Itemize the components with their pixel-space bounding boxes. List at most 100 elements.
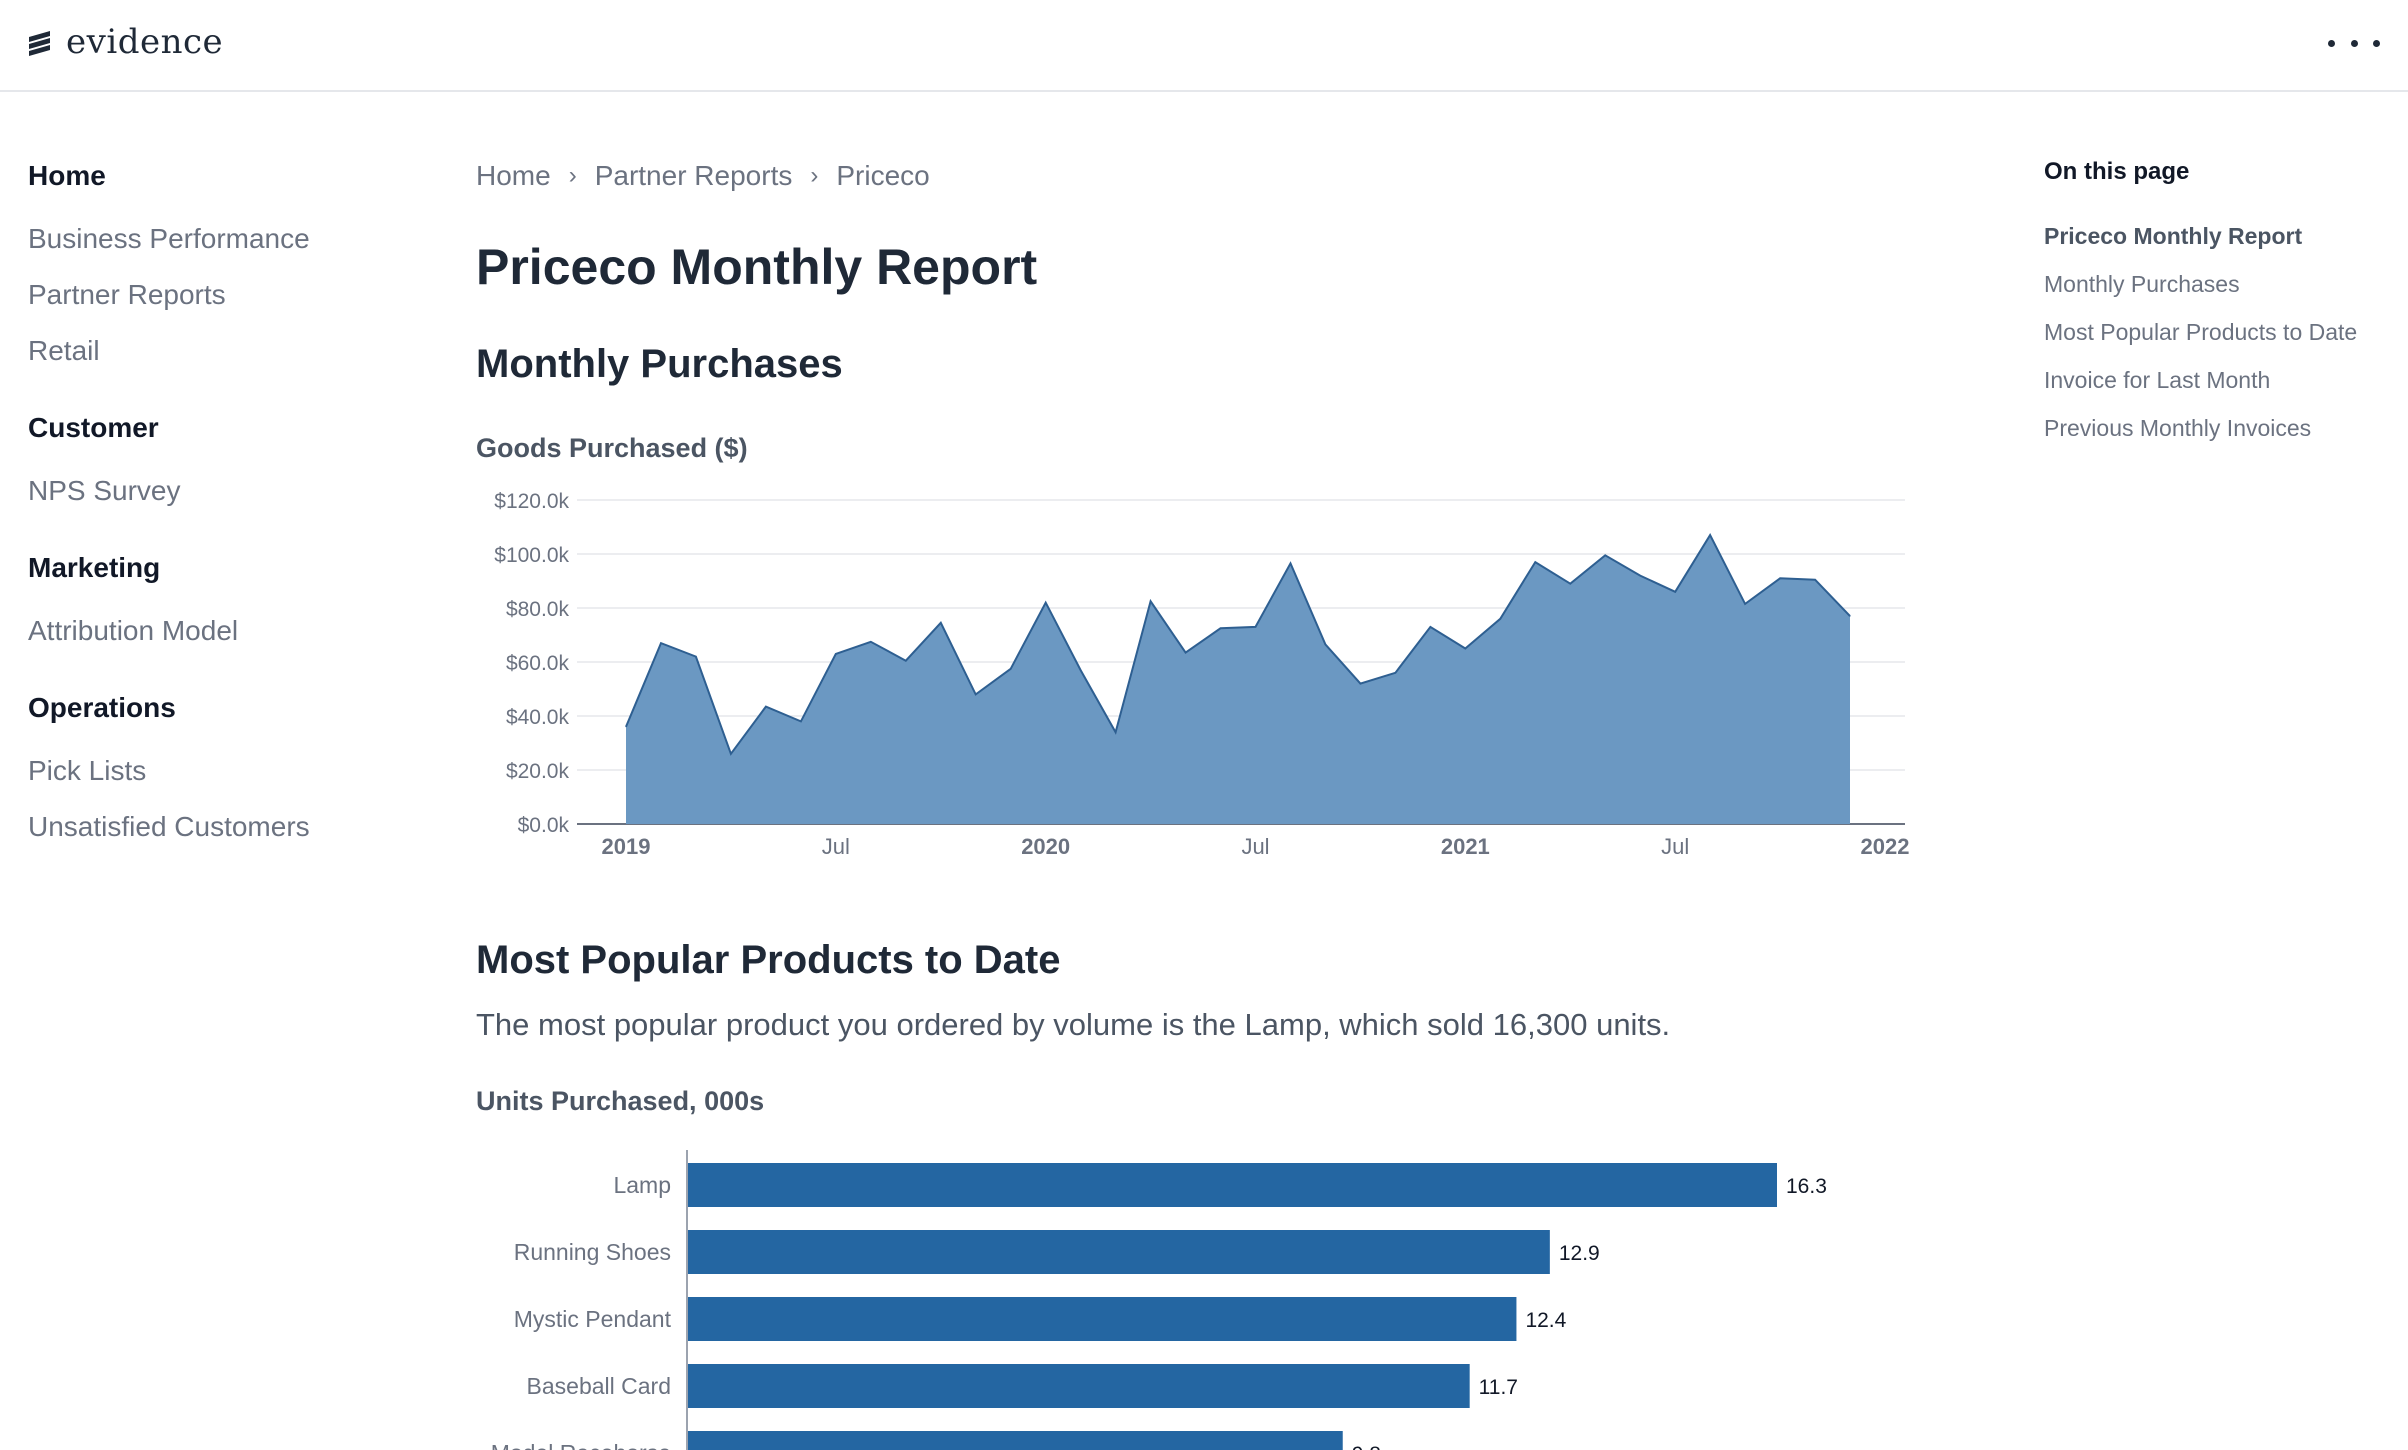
on-this-page-nav: On this page Priceco Monthly Report Mont… — [2044, 158, 2374, 460]
chevron-right-icon: › — [810, 162, 819, 189]
x-tick-label: 2021 — [1441, 834, 1490, 859]
chevron-right-icon: › — [568, 162, 577, 189]
data-point[interactable] — [1150, 600, 1152, 602]
data-point[interactable] — [975, 693, 977, 695]
page-title: Priceco Monthly Report — [476, 239, 1038, 295]
data-point[interactable] — [1115, 731, 1117, 733]
category-label: Mystic Pendant — [514, 1306, 672, 1332]
sidebar-item-business-performance[interactable]: Business Performance — [28, 223, 310, 254]
evidence-logo[interactable]: evidence — [26, 22, 223, 62]
sidebar-item-retail[interactable]: Retail — [28, 335, 100, 366]
logo-text: evidence — [66, 22, 224, 62]
toc-item-previous-monthly-invoices[interactable]: Previous Monthly Invoices — [2044, 415, 2312, 441]
sidebar-item-unsatisfied-customers[interactable]: Unsatisfied Customers — [28, 811, 310, 842]
x-tick-label: 2022 — [1861, 834, 1910, 859]
data-point[interactable] — [1639, 575, 1641, 577]
data-point[interactable] — [1324, 643, 1326, 645]
breadcrumb-partner-reports[interactable]: Partner Reports — [594, 160, 793, 191]
bar[interactable] — [688, 1431, 1343, 1450]
data-point[interactable] — [660, 642, 662, 644]
sidebar-item-nps-survey[interactable]: NPS Survey — [28, 475, 181, 506]
area-series-fill — [626, 535, 1850, 824]
sidebar-item-pick-lists[interactable]: Pick Lists — [28, 755, 147, 786]
more-menu-icon[interactable] — [2328, 28, 2380, 58]
data-point[interactable] — [765, 706, 767, 708]
data-point[interactable] — [695, 656, 697, 658]
data-point[interactable] — [870, 641, 872, 643]
data-point[interactable] — [1779, 577, 1781, 579]
section-heading-popular-products: Most Popular Products to Date — [476, 938, 1061, 982]
x-tick-label: Jul — [822, 834, 850, 859]
sidebar-heading-customer[interactable]: Customer — [28, 412, 159, 443]
y-tick-label: $20.0k — [506, 760, 570, 783]
data-point[interactable] — [1045, 602, 1047, 604]
section-heading-monthly-purchases: Monthly Purchases — [476, 342, 843, 386]
data-point[interactable] — [1604, 554, 1606, 556]
data-label: 11.7 — [1479, 1376, 1518, 1399]
data-point[interactable] — [1010, 668, 1012, 670]
data-point[interactable] — [1080, 669, 1082, 671]
y-tick-label: $120.0k — [494, 490, 569, 513]
units-purchased-bar-chart: Lamp 16.3 Running Shoes 12.9 Mystic Pendant 1… — [491, 1150, 1827, 1450]
data-point[interactable] — [1499, 618, 1501, 620]
sidebar-nav: Home Business Performance Partner Report… — [28, 160, 388, 888]
data-point[interactable] — [1359, 683, 1361, 685]
toc-item-most-popular-products[interactable]: Most Popular Products to Date — [2044, 319, 2358, 345]
data-label: 9.8 — [1352, 1443, 1381, 1450]
data-point[interactable] — [1289, 562, 1291, 564]
popular-products-summary: The most popular product you ordered by … — [476, 1007, 1671, 1042]
data-point[interactable] — [1464, 648, 1466, 649]
goods-purchased-area-chart: $0.0k $20.0k $40.0k $60.0k $80.0k $100.0k $120… — [494, 490, 1910, 859]
sidebar-heading-home[interactable]: Home — [28, 160, 106, 191]
data-label: 16.3 — [1786, 1175, 1827, 1198]
y-tick-label: $60.0k — [506, 652, 570, 675]
data-point[interactable] — [730, 753, 732, 755]
area-chart-title: Goods Purchased ($) — [476, 433, 748, 463]
data-point[interactable] — [940, 622, 942, 624]
data-point[interactable] — [835, 653, 837, 655]
data-point[interactable] — [1569, 583, 1571, 585]
category-label: Baseball Card — [527, 1373, 671, 1399]
y-tick-label: $0.0k — [518, 814, 570, 837]
category-label: Lamp — [613, 1172, 671, 1198]
data-point[interactable] — [1220, 627, 1222, 629]
bar[interactable] — [688, 1297, 1517, 1341]
data-point[interactable] — [1709, 534, 1711, 536]
sidebar-group-operations: Operations Pick Lists Unsatisfied Custom… — [28, 692, 388, 844]
toc-item-priceco-monthly-report[interactable]: Priceco Monthly Report — [2044, 223, 2303, 249]
toc-item-invoice-last-month[interactable]: Invoice for Last Month — [2044, 367, 2271, 393]
data-point[interactable] — [800, 720, 802, 722]
sidebar-group-customer: Customer NPS Survey — [28, 412, 388, 508]
bar[interactable] — [688, 1163, 1777, 1207]
x-tick-label: 2020 — [1021, 834, 1070, 859]
bar[interactable] — [688, 1364, 1470, 1408]
breadcrumb-home[interactable]: Home — [476, 160, 551, 191]
category-label: Running Shoes — [514, 1239, 671, 1265]
data-point[interactable] — [1849, 615, 1851, 617]
data-point[interactable] — [905, 660, 907, 662]
data-point[interactable] — [1394, 672, 1396, 674]
data-point[interactable] — [1674, 591, 1676, 593]
top-bar: evidence — [0, 0, 2408, 92]
data-point[interactable] — [1185, 652, 1187, 654]
sidebar-heading-operations[interactable]: Operations — [28, 692, 176, 723]
data-point[interactable] — [1534, 561, 1536, 563]
sidebar-item-partner-reports[interactable]: Partner Reports — [28, 279, 226, 310]
data-point[interactable] — [1814, 579, 1816, 581]
x-tick-label: Jul — [1661, 834, 1689, 859]
data-label: 12.4 — [1525, 1309, 1566, 1332]
breadcrumb-priceco[interactable]: Priceco — [836, 160, 930, 191]
bar[interactable] — [688, 1230, 1550, 1274]
data-point[interactable] — [1429, 626, 1431, 628]
logo-icon — [29, 31, 50, 56]
data-point[interactable] — [1744, 603, 1746, 605]
data-point[interactable] — [1255, 626, 1256, 628]
sidebar-heading-marketing[interactable]: Marketing — [28, 552, 161, 583]
y-tick-label: $40.0k — [506, 706, 570, 729]
toc-heading: On this page — [2044, 158, 2190, 185]
toc-item-monthly-purchases[interactable]: Monthly Purchases — [2044, 271, 2240, 297]
data-point[interactable] — [625, 726, 627, 728]
breadcrumb: Home › Partner Reports › Priceco — [476, 160, 930, 192]
sidebar-item-attribution-model[interactable]: Attribution Model — [28, 615, 239, 646]
data-label: 12.9 — [1559, 1242, 1600, 1265]
